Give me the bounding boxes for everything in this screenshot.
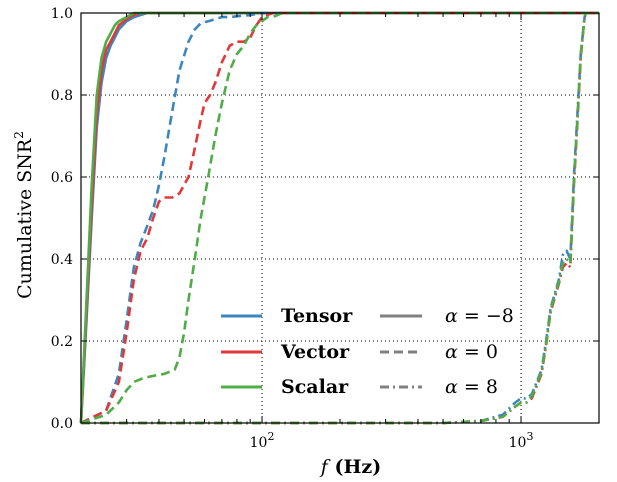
y-tick-label: 0.0 <box>51 416 73 432</box>
legend-label-tensor: Tensor <box>281 305 353 327</box>
axis-ticks: 0.0 0.2 0.4 0.6 0.8 1.0 102 103 <box>51 6 599 451</box>
legend-label-alpha-dashed: α = 0 <box>445 341 498 363</box>
x-tick-label: 103 <box>509 430 534 451</box>
y-tick-label: 1.0 <box>51 6 73 22</box>
x-tick-label: 102 <box>250 430 275 451</box>
legend-label-vector: Vector <box>280 341 350 363</box>
y-tick-label: 0.4 <box>51 252 73 268</box>
y-tick-label: 0.8 <box>51 88 73 104</box>
y-tick-label: 0.2 <box>51 334 73 350</box>
series-line-scalar-dashed <box>80 11 599 425</box>
series-line-vector-dashed <box>80 11 599 425</box>
grid-lines <box>81 13 599 423</box>
legend-label-alpha-dashdot: α = 8 <box>445 376 498 398</box>
legend-label-alpha-solid: α = −8 <box>445 305 514 327</box>
x-axis-label: f (Hz) <box>319 456 381 478</box>
y-tick-label: 0.6 <box>51 170 73 186</box>
series-line-scalar-dashdot <box>81 12 588 425</box>
series-line-tensor-dashdot <box>81 12 588 425</box>
y-axis-label: Cumulative SNR2 <box>12 131 36 299</box>
legend: Tensor Vector Scalar α = −8 α = 0 α = 8 <box>221 305 514 398</box>
legend-label-scalar: Scalar <box>281 376 349 398</box>
